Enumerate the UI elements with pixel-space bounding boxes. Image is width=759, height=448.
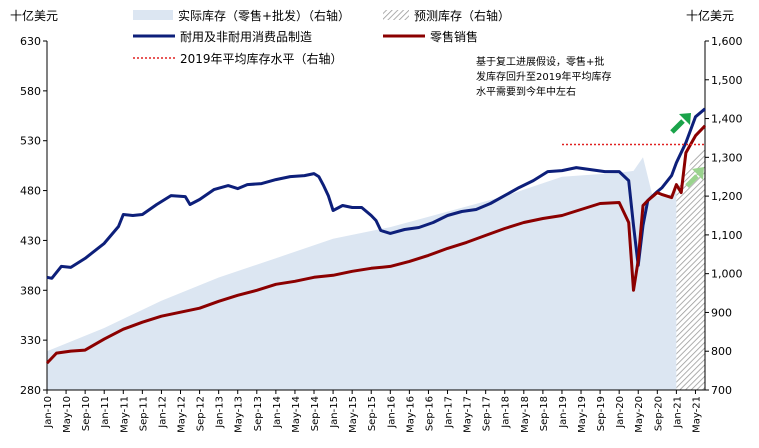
x-tick-label-12: Jan-14 [272,396,283,429]
x-tick-label-13: May-14 [291,396,302,433]
right-tick-label-4: 1,100 [711,229,743,242]
x-tick-label-16: May-15 [348,396,359,433]
x-tick-label-5: Sep-11 [138,396,149,431]
right-tick-label-0: 700 [711,384,732,397]
x-tick-label-4: May-11 [119,396,130,433]
x-tick-label-20: Sep-16 [424,396,435,431]
x-tick-label-26: Sep-18 [539,396,550,431]
legend-label-retail-sales: 零售销售 [430,29,478,44]
line-layer [45,107,707,365]
right-tick-label-6: 1,300 [711,151,743,164]
x-tick-label-6: Jan-12 [157,396,168,429]
x-tick-label-28: May-19 [577,396,588,433]
left-tick-label-3: 430 [20,234,41,247]
x-tick-label-1: May-10 [62,396,73,433]
left-tick-label-1: 330 [20,334,41,347]
right-tick-label-2: 900 [711,306,732,319]
legend-swatch-inventory [133,10,173,20]
x-tick-label-27: Jan-19 [558,396,569,429]
right-tick-label-7: 1,400 [711,113,743,126]
x-tick-label-23: Sep-17 [482,396,493,431]
x-tick-label-3: Jan-11 [100,396,111,429]
x-tick-label-2: Sep-10 [81,396,92,431]
series-sales_durable-line [46,107,706,280]
x-tick-label-18: Jan-16 [386,396,397,429]
area-layer [47,149,705,390]
left-tick-label-5: 530 [20,135,41,148]
x-tick-label-17: Sep-15 [367,396,378,431]
right-tick-label-9: 1,600 [711,35,743,48]
legend-label-sales-durable: 耐用及非耐用消费品制造 [180,30,312,44]
right-tick-label-8: 1,500 [711,74,743,87]
annotation-line-2: 发库存回升至2019年平均库存 [476,70,611,83]
left-tick-label-4: 480 [20,185,41,198]
right-tick-label-3: 1,000 [711,268,743,281]
series-retail_sales-line [45,124,707,365]
x-tick-label-21: Jan-17 [444,396,455,429]
arrow-sales-up [670,113,691,134]
x-tick-label-10: May-13 [234,396,245,433]
legend-label-avg2019: 2019年平均库存水平（右轴） [180,51,343,66]
annotation-line-1: 基于复工进展假设，零售+批 [476,55,604,68]
x-tick-label-31: May-20 [634,396,645,433]
series-forecast-area [676,149,705,390]
x-tick-label-30: Jan-20 [615,396,626,429]
legend: 实际库存（零售+批发）（右轴） 预测库存（右轴） 耐用及非耐用消费品制造 零售销… [133,8,510,66]
series-inventory-area [47,157,677,390]
x-tick-label-25: May-18 [520,396,531,433]
left-tick-label-0: 280 [20,384,41,397]
x-tick-label-32: Sep-20 [653,396,664,431]
legend-swatch-forecast [383,10,409,20]
left-tick-label-2: 380 [20,284,41,297]
left-unit-label: 十亿美元 [10,8,58,23]
arrow-inventory-up [685,167,704,188]
x-tick-label-11: Sep-13 [253,396,264,431]
legend-label-inventory: 实际库存（零售+批发）（右轴） [178,8,350,23]
annotation: 基于复工进展假设，零售+批 发库存回升至2019年平均库存 水平需要到今年中左右 [476,55,611,98]
x-tick-label-22: May-17 [463,396,474,433]
axis-layer: 280 330 380 430 480 530 580 630 700 800 900 1,000 1,… [20,35,743,433]
legend-label-forecast: 预测库存（右轴） [414,8,510,23]
x-tick-label-24: Jan-18 [501,396,512,429]
x-tick-label-15: Jan-15 [329,396,340,429]
x-tick-label-14: Sep-14 [310,396,321,431]
x-tick-label-19: May-16 [405,396,416,433]
x-tick-label-9: Jan-13 [215,396,226,429]
right-unit-label: 十亿美元 [686,8,734,23]
x-tick-label-0: Jan-10 [43,396,54,429]
right-tick-label-5: 1,200 [711,190,743,203]
x-tick-label-8: Sep-12 [196,396,207,431]
annotation-line-3: 水平需要到今年中左右 [476,85,576,98]
x-tick-label-29: Sep-19 [596,396,607,431]
x-tick-label-33: Jan-21 [672,396,683,429]
right-tick-label-1: 800 [711,345,732,358]
x-tick-label-34: May-21 [692,396,703,433]
left-tick-label-6: 580 [20,85,41,98]
x-tick-label-7: May-12 [177,396,188,433]
left-tick-label-7: 630 [20,35,41,48]
